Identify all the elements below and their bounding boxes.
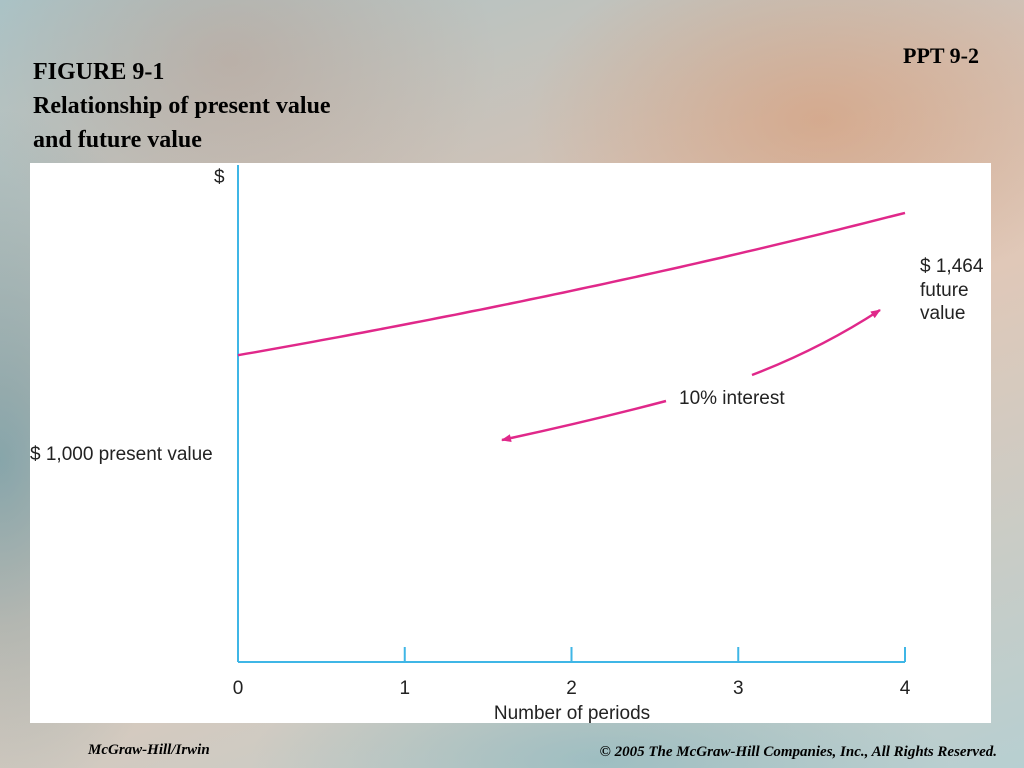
x-axis-label: Number of periods xyxy=(494,703,650,723)
interest-rate-label: 10% interest xyxy=(679,388,785,409)
slide-number-label: PPT 9-2 xyxy=(903,43,979,68)
future-value-amount: $ 1,464 xyxy=(920,256,984,277)
future-value-label-line2: value xyxy=(920,303,965,324)
x-tick-label-0: 0 xyxy=(233,678,244,699)
future-value-label-line1: future xyxy=(920,280,969,301)
x-tick-label-4: 4 xyxy=(900,678,911,699)
figure-number: FIGURE 9-1 xyxy=(33,59,165,85)
copyright-footer: © 2005 The McGraw-Hill Companies, Inc., … xyxy=(599,744,997,760)
figure-caption-line2: and future value xyxy=(33,127,202,153)
compound-arrow xyxy=(751,308,881,377)
figure-caption-line1: Relationship of present value xyxy=(33,93,331,119)
chart-panel: 0 1 2 3 4 $ Number of periods $ 1,000 presen… xyxy=(30,163,991,723)
discount-arrow xyxy=(501,399,667,443)
future-value-curve xyxy=(237,211,906,357)
present-value-label: $ 1,000 present value xyxy=(30,444,213,465)
x-tick-label-1: 1 xyxy=(399,678,410,699)
figure-title: FIGURE 9-1 Relationship of present value… xyxy=(33,55,331,157)
y-axis-label: $ xyxy=(214,167,225,188)
x-tick-label-3: 3 xyxy=(733,678,744,699)
x-tick-label-2: 2 xyxy=(566,678,577,699)
pv-fv-chart: 0 1 2 3 4 $ Number of periods $ 1,000 presen… xyxy=(30,165,984,723)
publisher-footer: McGraw-Hill/Irwin xyxy=(88,742,210,758)
